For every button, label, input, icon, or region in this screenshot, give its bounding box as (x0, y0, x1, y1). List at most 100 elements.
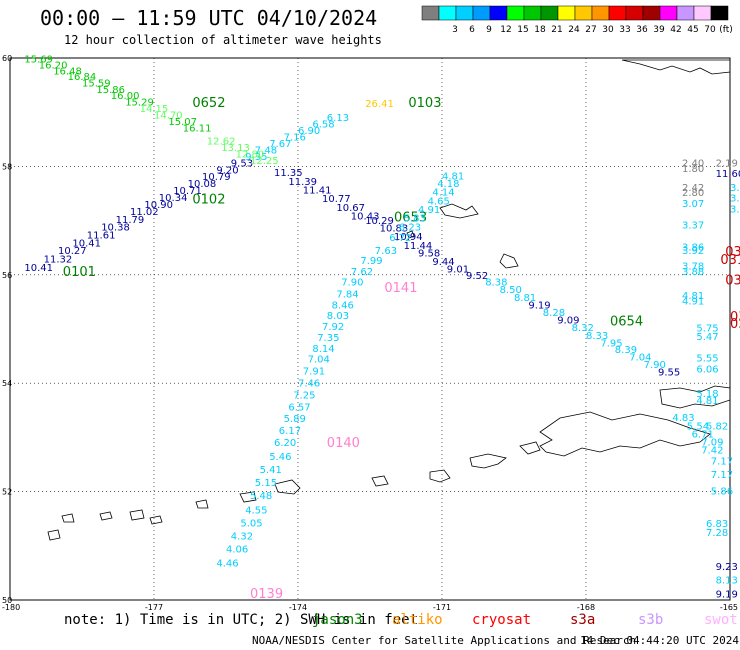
swh-value: 9.23 (716, 562, 738, 573)
swh-value: 10.08 (188, 179, 217, 190)
legend-tick-label: 18 (534, 25, 546, 35)
legend-swatch (693, 5, 712, 21)
lon-tick-label: -171 (433, 603, 451, 612)
swh-value: 4.81 (682, 291, 704, 302)
swh-value: 9.58 (418, 248, 440, 259)
landmass-outline (99, 511, 113, 521)
track-id-label: 0653 (394, 211, 427, 226)
swh-value: 7.46 (298, 378, 320, 389)
swh-value: 10.71 (173, 186, 202, 197)
swh-value: 8.28 (543, 308, 565, 319)
legend-tick-label: 70 (704, 25, 716, 35)
swh-value: 3.37 (682, 221, 704, 232)
swh-value: 5.83 (404, 214, 426, 225)
swh-value: 6.90 (298, 126, 320, 137)
track-id-label: 0316 (720, 253, 740, 268)
swh-value: 4.81 (696, 396, 718, 407)
swh-value: 5.55 (696, 354, 718, 365)
swh-value: 16.11 (183, 124, 212, 135)
swh-value: 3. (730, 204, 740, 215)
swh-value: 11.02 (130, 207, 159, 218)
swh-value: 12.80 (236, 150, 265, 161)
swh-value: 4.06 (226, 544, 248, 555)
swh-value: 7.84 (336, 290, 358, 301)
swh-value: 3.4 (730, 194, 740, 205)
swh-value: 7.48 (255, 145, 277, 156)
swh-value: 10.79 (202, 172, 231, 183)
swh-value: 7.04 (308, 355, 330, 366)
swh-value: 9.52 (466, 271, 488, 282)
swh-value: 2.40 (682, 158, 704, 169)
swh-value: 10.27 (58, 246, 87, 257)
legend-tick-label: 6 (469, 25, 475, 35)
legend-swatch (642, 5, 661, 21)
swh-value: 7.63 (375, 246, 397, 257)
lat-tick-label: 54 (2, 379, 12, 388)
legend-tick-label: 36 (636, 25, 648, 35)
legend-swatch (625, 5, 644, 21)
axis-labels: 60 58 56 54 52 50-180 -177 -174 -171 -168 -165 (2, 54, 738, 612)
swh-value: 4.81 (442, 171, 464, 182)
swh-value: 7.92 (322, 322, 344, 333)
swh-value: 10.94 (394, 232, 423, 243)
landmass-outline (621, 59, 731, 75)
swh-value: 16.48 (53, 66, 82, 77)
legend-swatch (472, 5, 491, 21)
swh-value: 10.90 (144, 200, 173, 211)
swh-value: 6.17 (279, 426, 301, 437)
legend-swatch (506, 5, 525, 21)
track-id-label: 0102 (192, 192, 225, 207)
legend-swatch (676, 5, 695, 21)
swh-value: 8.33 (586, 331, 608, 342)
satellite-legend-swot: swot (704, 612, 738, 628)
swh-value: 7.90 (341, 278, 363, 289)
legend-swatch (421, 5, 440, 21)
legend-swatch (540, 5, 559, 21)
lat-tick-label: 58 (2, 162, 12, 171)
swh-value: 6.71 (692, 429, 714, 440)
swh-value: 10.83 (380, 223, 409, 234)
swh-value: 4.18 (437, 179, 459, 190)
track-id-label: 0316 (725, 274, 740, 289)
swh-value: 3.86 (682, 242, 704, 253)
map-border (9, 57, 731, 601)
legend-swatch (523, 5, 542, 21)
swh-value: 9.53 (231, 158, 253, 169)
swh-value: 4.55 (245, 505, 267, 516)
swh-value: 8.14 (312, 344, 334, 355)
lat-tick-label: 60 (2, 54, 12, 63)
swh-value: 16.84 (68, 72, 97, 83)
legend-swatch (710, 5, 729, 21)
swh-value: 10.67 (336, 203, 365, 214)
swh-value: 5.86 (711, 486, 733, 497)
swh-value: 9.35 (245, 152, 267, 163)
legend-tick-label: 3 (452, 25, 458, 35)
map-subtitle: 12 hour collection of altimeter wave hei… (64, 33, 382, 47)
swh-value: 15.69 (24, 54, 53, 65)
credit-text: NOAA/NESDIS Center for Satellite Applica… (252, 634, 637, 647)
swh-value: 8.38 (485, 278, 507, 289)
lon-tick-label: -180 (2, 603, 20, 612)
swh-value: 10.34 (159, 193, 188, 204)
swh-value: 6.20 (274, 438, 296, 449)
swh-value: 5.54 (687, 421, 709, 432)
swh-value: 8.46 (332, 300, 354, 311)
swh-value: 5.89 (284, 414, 306, 425)
color-legend: 3 6 9 12 15 18 21 24 27 30 33 36 39 42 45 70 (ft) (421, 5, 733, 35)
legend-tick-label: 42 (670, 25, 681, 35)
swh-value: 4.91 (682, 297, 704, 308)
swh-value: 7.04 (629, 352, 651, 363)
swh-value: 7.28 (706, 528, 728, 539)
swh-value: 9.01 (447, 265, 469, 276)
swh-value: 9.19 (528, 300, 550, 311)
swh-value: 4.32 (231, 531, 253, 542)
track-id-label: 0141 (384, 281, 417, 296)
swh-value: 8.13 (716, 576, 738, 587)
swh-value: 2.80 (682, 188, 704, 199)
swh-value: 7.90 (644, 360, 666, 371)
swh-value: 5.15 (255, 478, 277, 489)
satellite-legend-altiko: altiko (392, 612, 443, 628)
track-id-label: 0316 (725, 245, 740, 260)
swh-value: 9.20 (216, 165, 238, 176)
landmass-outline (406, 230, 415, 239)
